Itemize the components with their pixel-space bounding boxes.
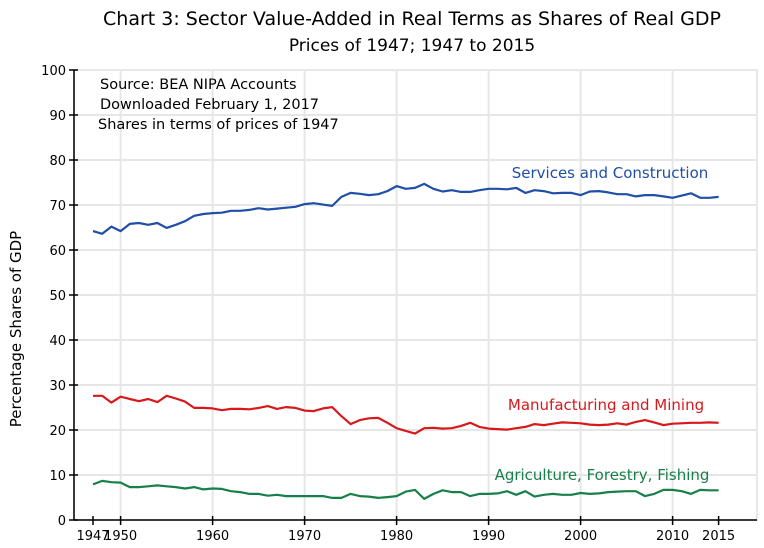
source-notes: Source: BEA NIPA Accounts Downloaded Febr… — [98, 77, 339, 133]
annotation-text: Shares in terms of prices of 1947 — [98, 117, 339, 133]
chart-title: Chart 3: Sector Value-Added in Real Term… — [103, 8, 721, 30]
series-line-manufacturing-and-mining — [93, 394, 719, 435]
series-labels: Services and Construction Manufacturing a… — [495, 164, 710, 484]
x-tick-label: 1960 — [196, 529, 229, 544]
y-tick-label: 60 — [49, 244, 66, 259]
y-axis-ticks: 0 10 20 30 40 50 60 70 80 90 100 — [41, 64, 78, 529]
y-tick-label: 40 — [49, 334, 66, 349]
y-tick-label: 0 — [58, 514, 66, 529]
x-tick-label: 1990 — [472, 529, 505, 544]
y-tick-label: 100 — [41, 64, 66, 79]
y-tick-label: 10 — [49, 469, 66, 484]
series-line-agriculture-forestry-fishing — [92, 479, 719, 500]
x-tick-label: 1950 — [104, 529, 137, 544]
series-lines — [92, 182, 719, 500]
chart-subtitle: Prices of 1947; 1947 to 2015 — [288, 36, 536, 56]
gridlines — [74, 69, 757, 520]
series-label: Agriculture, Forestry, Fishing — [495, 466, 710, 484]
series-label: Manufacturing and Mining — [508, 396, 704, 414]
x-tick-label: 1947 — [76, 529, 109, 544]
y-tick-label: 80 — [49, 154, 66, 169]
y-tick-label: 70 — [49, 199, 66, 214]
series-line-services-and-construction — [92, 182, 719, 235]
y-axis-label: Percentage Shares of GDP — [7, 231, 25, 427]
x-tick-label: 2010 — [656, 529, 689, 544]
y-tick-label: 90 — [49, 109, 66, 124]
x-tick-label: 1970 — [288, 529, 321, 544]
x-tick-label: 1980 — [380, 529, 413, 544]
annotation-text: Source: BEA NIPA Accounts — [100, 77, 297, 93]
y-tick-label: 50 — [49, 289, 66, 304]
series-label: Services and Construction — [512, 164, 709, 182]
x-tick-label: 2015 — [702, 529, 735, 544]
y-tick-label: 30 — [49, 379, 66, 394]
x-tick-label: 2000 — [564, 529, 597, 544]
annotation-text: Downloaded February 1, 2017 — [100, 97, 319, 113]
y-tick-label: 20 — [49, 424, 66, 439]
